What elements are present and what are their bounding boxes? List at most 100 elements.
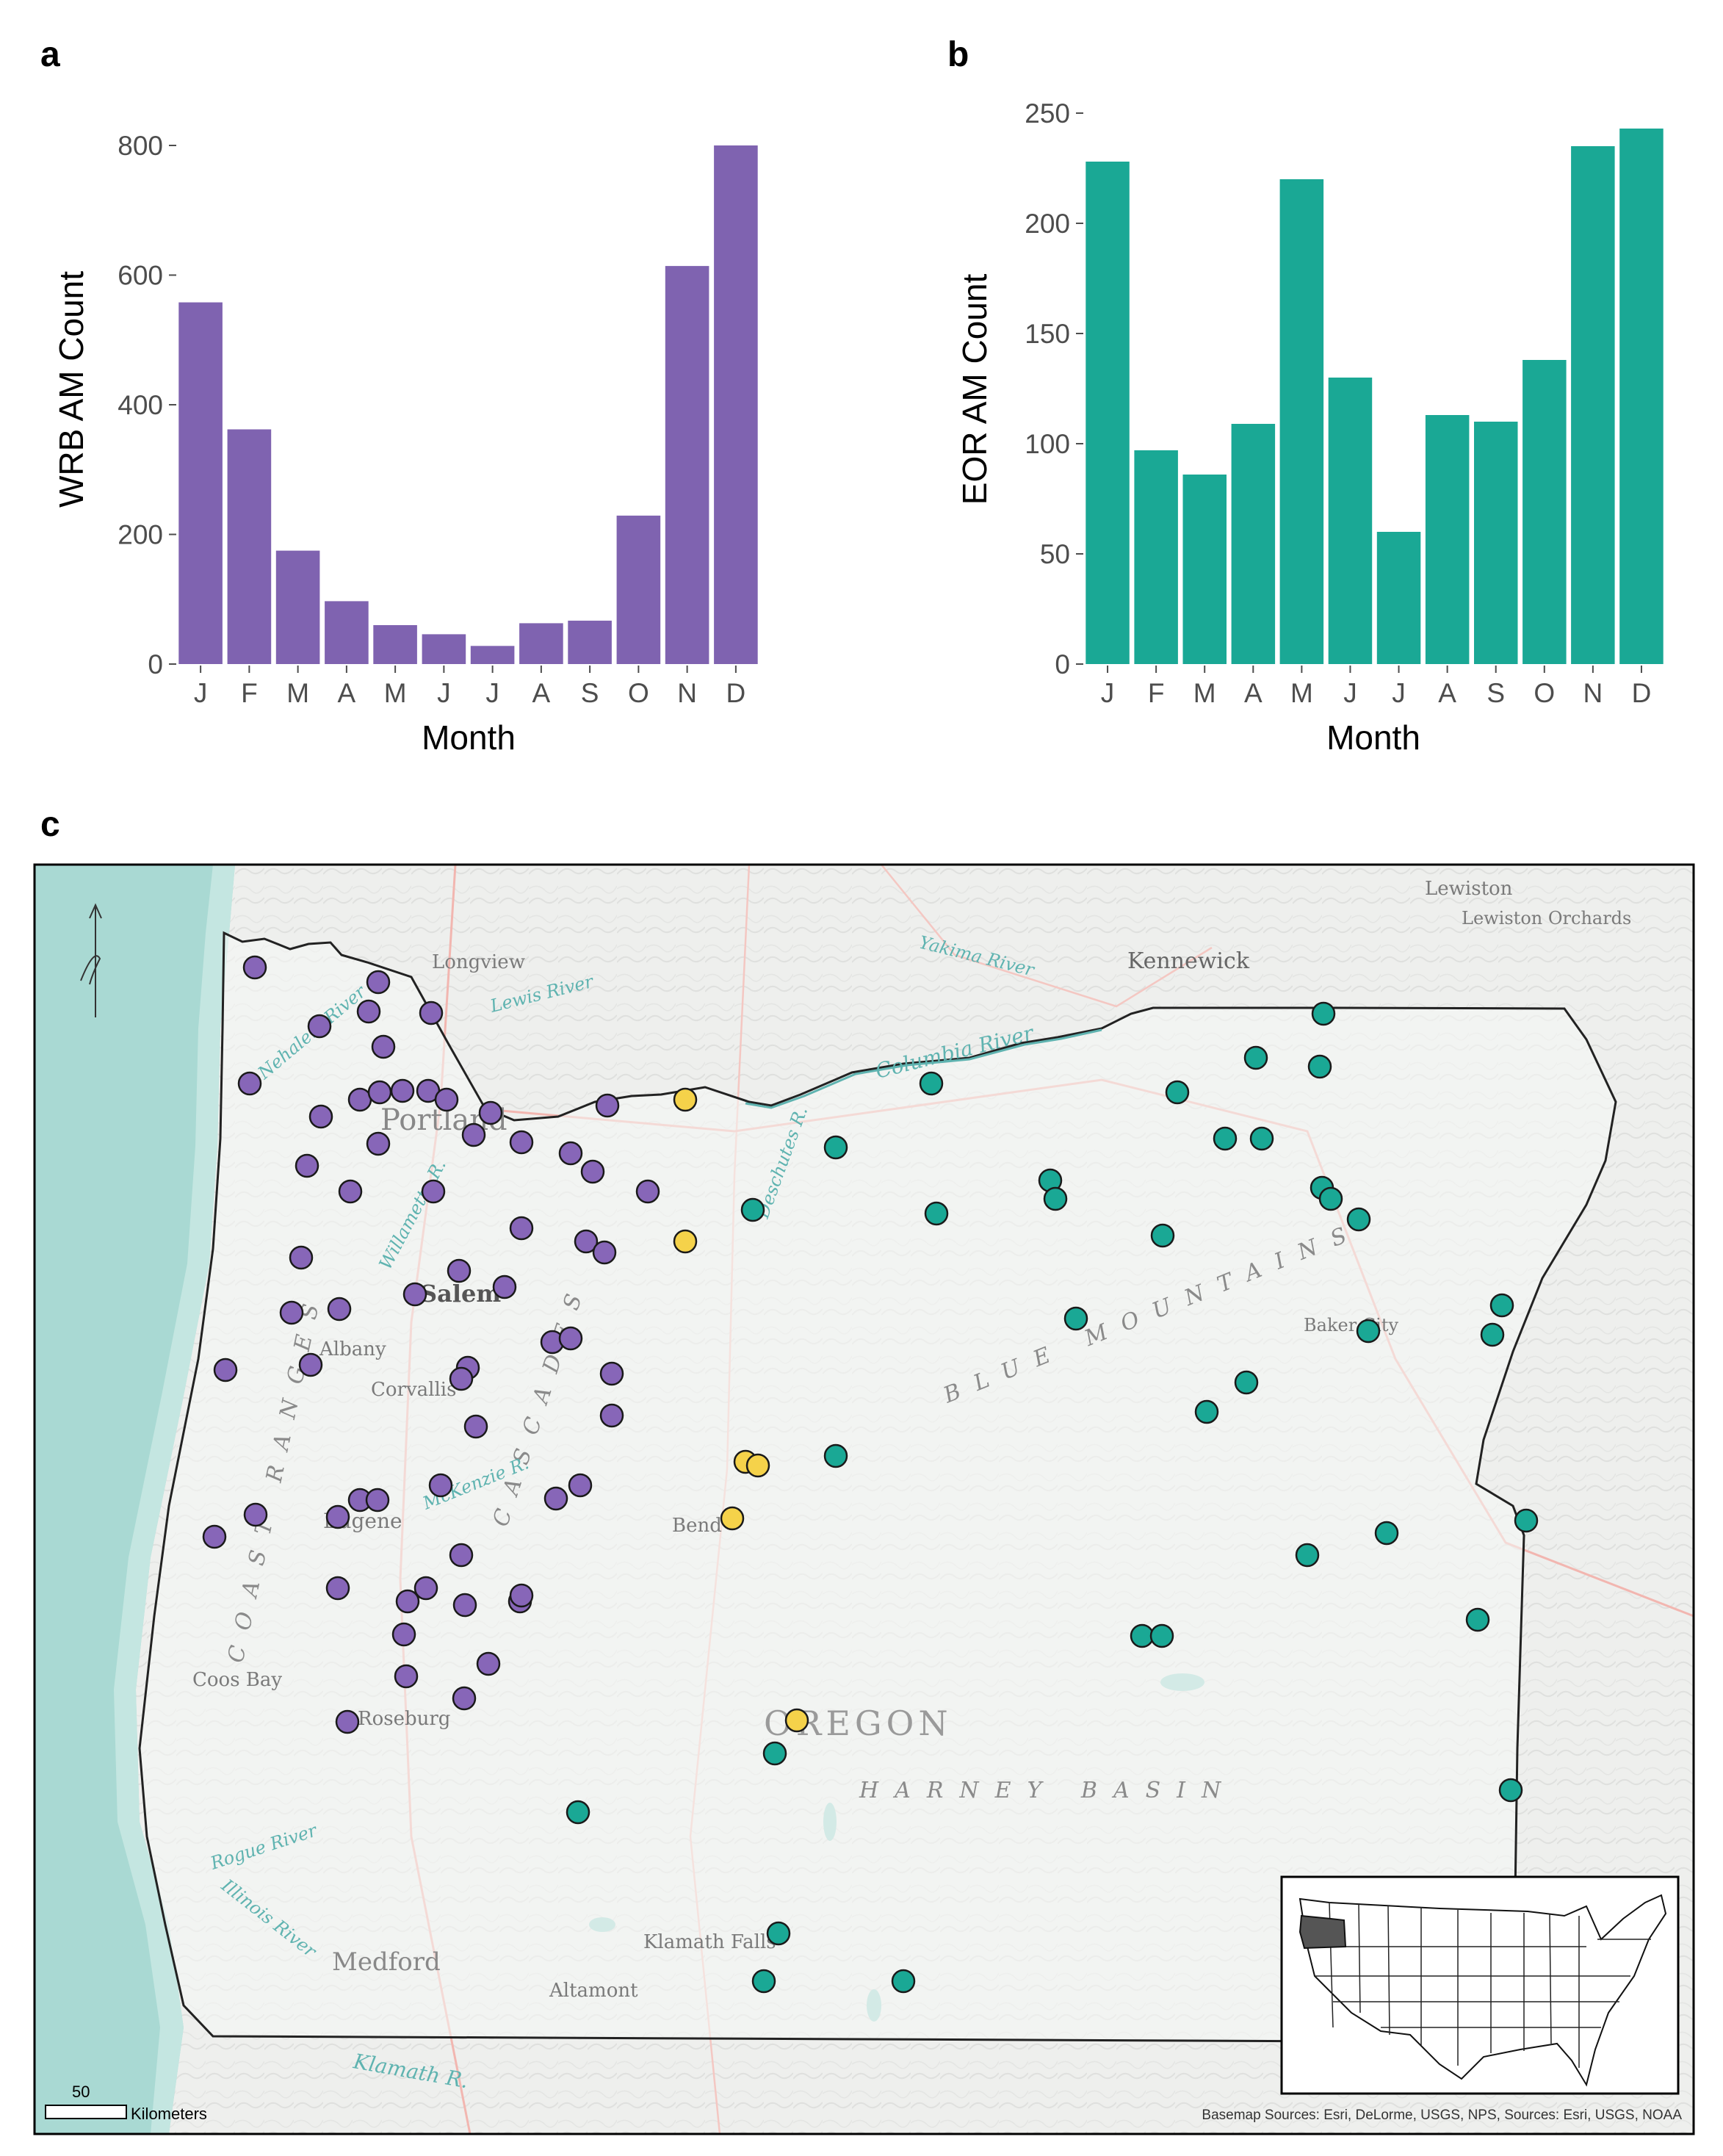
bar-a-7 [519,623,563,664]
ytick-label-b-2: 100 [1025,429,1070,459]
map-frame [33,863,1695,2135]
wrb-site-21 [421,1179,446,1204]
wrb-site-53 [413,1576,438,1601]
bar-b-3 [1231,424,1276,664]
map-region-harney: HARNEY BASIN [859,1778,1237,1803]
xtick-label-b-0: J [1101,678,1115,708]
eor-site-29 [762,1741,787,1766]
xtick-label-b-2: M [1193,678,1216,708]
bar-a-11 [714,145,758,664]
bar-b-2 [1182,475,1227,664]
bar-b-5 [1328,378,1373,664]
north-arrow-icon [80,903,102,1017]
bar-a-9 [616,515,661,664]
city-bend: Bend [672,1515,722,1537]
bar-a-1 [227,429,272,664]
eor-site-4 [1165,1080,1190,1105]
eor-site-11 [1318,1186,1343,1211]
eor-site-23 [1374,1521,1399,1546]
map-panel: OREGON HARNEY BASIN BLUE MOUNTAINS CASCA… [33,863,1695,2135]
eor-site-13 [740,1197,765,1222]
wrb-site-32 [279,1300,304,1325]
eor-site-31 [1498,1778,1523,1803]
eor-site-20 [1234,1370,1259,1395]
wrb-site-28 [447,1258,472,1283]
bar-a-10 [665,266,709,665]
ytick-label-a-0: 0 [148,649,163,679]
bar-b-9 [1522,360,1567,664]
bar-a-3 [325,601,369,664]
xtick-label-b-7: A [1438,678,1456,708]
city-albany: Albany [319,1338,386,1360]
us-oregon-highlight [1298,1914,1347,1950]
wrb-site-11 [434,1087,459,1112]
wrb-site-1 [366,970,391,995]
wrb-site-31 [327,1297,352,1322]
bar-a-2 [275,550,320,664]
bar-a-5 [422,634,466,664]
ytick-label-a-2: 400 [118,390,163,420]
wrb-site-59 [394,1664,419,1689]
ytick-label-b-4: 200 [1025,209,1070,239]
chart-b-xlabel: Month [1326,718,1420,757]
bar-b-11 [1619,129,1664,664]
wrb-site-2 [307,1014,332,1039]
bar-b-8 [1474,422,1518,664]
wrb-site-29 [402,1282,427,1307]
eor-site-21 [1194,1399,1219,1424]
chart-a-bars [178,145,758,665]
eor-site-1 [1243,1045,1268,1070]
wrb-site-12 [308,1104,333,1129]
wrb-site-27 [289,1245,314,1270]
city-roseburg: Roseburg [358,1708,450,1730]
bar-a-0 [178,302,223,664]
wrb-site-34 [558,1326,583,1351]
wrb-site-18 [580,1159,605,1184]
wrb-site-7 [347,1087,372,1112]
other-site-3 [745,1453,770,1478]
wrb-site-57 [391,1622,416,1647]
other-site-4 [720,1506,745,1531]
eor-site-7 [823,1135,848,1160]
eor-site-30 [566,1800,590,1825]
other-site-5 [784,1708,809,1733]
eor-site-24 [1514,1508,1539,1533]
xtick-label-a-8: S [581,678,599,708]
wrb-site-49 [568,1473,593,1498]
eor-site-22 [823,1443,848,1468]
eor-site-17 [1489,1293,1514,1318]
ytick-label-b-0: 0 [1055,649,1070,679]
eor-site-33 [751,1969,776,1994]
xtick-label-a-5: J [437,678,451,708]
wrb-site-3 [356,999,381,1024]
eor-site-9 [1043,1186,1068,1211]
xtick-label-a-6: J [485,678,499,708]
xtick-label-b-9: O [1534,678,1555,708]
panel-letter-a: a [40,35,60,74]
wrb-site-30 [492,1275,517,1299]
wrb-site-41 [463,1414,488,1439]
eor-site-12 [1346,1207,1371,1232]
scale-bar: 50 Kilometers [45,2083,207,2123]
eor-site-18 [1356,1319,1381,1344]
city-corvallis: Corvallis [371,1379,456,1401]
xtick-label-b-6: J [1392,678,1406,708]
wrb-site-40 [599,1403,624,1428]
oregon-outline [138,931,1617,2044]
wrb-site-17 [558,1141,583,1166]
ytick-label-b-1: 50 [1040,539,1070,569]
eor-site-5 [1213,1126,1238,1151]
wrb-site-36 [298,1352,323,1377]
wrb-site-44 [243,1502,268,1527]
wrb-site-35 [213,1358,238,1382]
wrb-site-25 [574,1229,599,1254]
wrb-site-22 [635,1179,660,1204]
us-state-borders [1307,1902,1651,2068]
xtick-label-a-10: N [677,678,697,708]
ytick-label-a-3: 600 [118,261,163,291]
ytick-label-b-3: 150 [1025,319,1070,349]
eor-site-28 [1149,1623,1174,1648]
xtick-label-a-7: A [532,678,551,708]
